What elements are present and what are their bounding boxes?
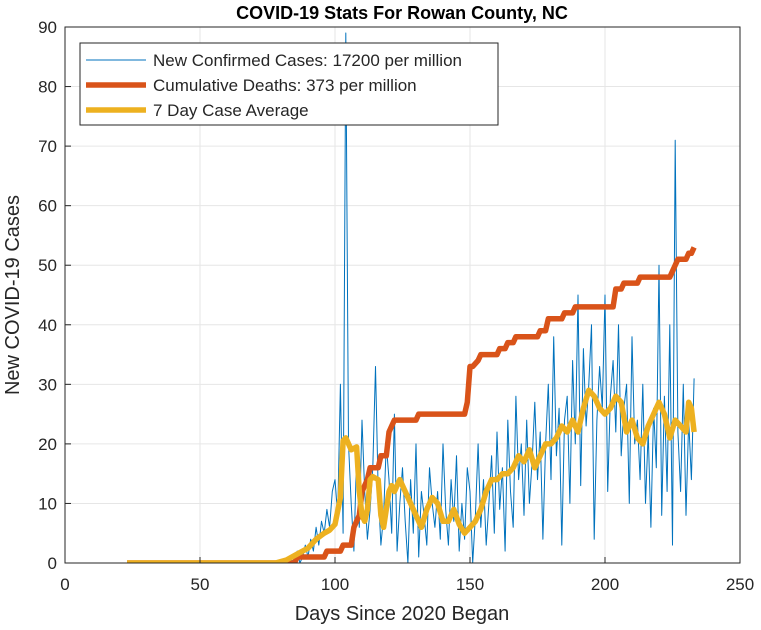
legend-box (79, 42, 499, 126)
series-layer (127, 32, 697, 563)
x-tick-label: 150 (456, 575, 484, 594)
seven-day-average-line (127, 387, 697, 563)
y-tick-label: 0 (48, 554, 57, 573)
x-tick-label: 100 (321, 575, 349, 594)
y-tick-label: 50 (38, 256, 57, 275)
new-cases-line (127, 32, 695, 563)
ticks: 0 50 100 150 200 250 0 10 20 30 40 50 60 70 80 90 (38, 18, 754, 594)
x-tick-label: 200 (591, 575, 619, 594)
y-tick-label: 60 (38, 197, 57, 216)
y-tick-label: 40 (38, 316, 57, 335)
legend: New Confirmed Cases: 17200 per million Cu… (79, 42, 499, 126)
legend-entry-new-cases-label: New Confirmed Cases: 17200 per million (153, 51, 462, 70)
chart-title: COVID-19 Stats For Rowan County, NC (236, 3, 568, 23)
x-tick-label: 50 (191, 575, 210, 594)
y-tick-label: 70 (38, 137, 57, 156)
plot-border (64, 26, 741, 564)
y-tick-label: 10 (38, 494, 57, 513)
x-axis-label: Days Since 2020 Began (295, 603, 510, 625)
y-tick-label: 90 (38, 18, 57, 37)
y-axis-label: New COVID-19 Cases (2, 195, 24, 395)
y-tick-label: 30 (38, 375, 57, 394)
y-tick-label: 80 (38, 78, 57, 97)
x-tick-label: 0 (60, 575, 69, 594)
legend-entry-seven-day-average-label: 7 Day Case Average (153, 101, 309, 120)
legend-entry-cumulative-deaths-label: Cumulative Deaths: 373 per million (153, 76, 417, 95)
x-tick-label: 250 (726, 575, 754, 594)
y-tick-label: 20 (38, 435, 57, 454)
